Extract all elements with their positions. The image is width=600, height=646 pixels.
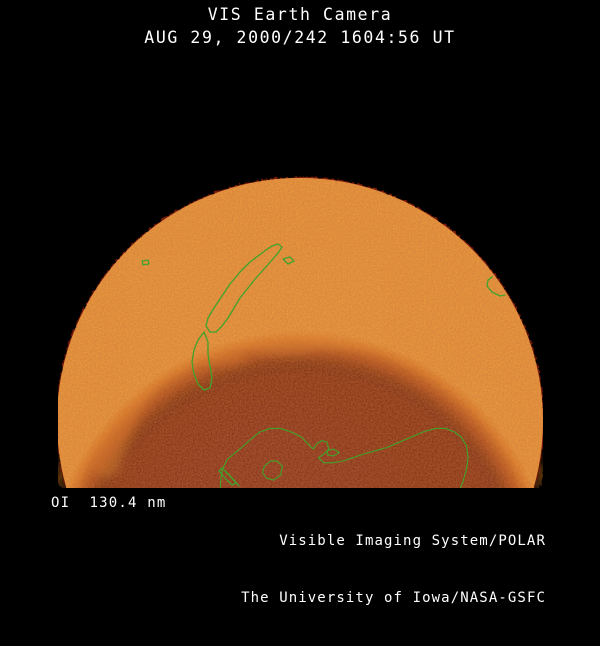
observation-datetime: AUG 29, 2000/242 1604:56 UT	[144, 28, 456, 47]
credits-affiliation: The University of Iowa/NASA-GSFC	[241, 590, 546, 606]
coastline-island-tasmania	[262, 460, 283, 481]
coastline-australia	[219, 427, 469, 488]
coastline-island-north	[205, 243, 283, 333]
wavelength-label: OI 130.4 nm	[51, 495, 167, 511]
coastline-north	[165, 104, 315, 143]
coastline-south-edge	[175, 111, 483, 165]
vis-earth-camera-screenshot: VIS Earth Camera AUG 29, 2000/242 1604:5…	[0, 3, 600, 606]
header: VIS Earth Camera AUG 29, 2000/242 1604:5…	[0, 3, 600, 49]
credits: Visible Imaging System/POLAR The Univers…	[241, 494, 546, 646]
coastline-island-small	[486, 271, 517, 297]
coastline-mark-right	[478, 227, 485, 237]
coastline-island-south	[191, 331, 213, 391]
coastline-overlay	[141, 104, 517, 488]
coastline-islet-a	[282, 256, 295, 265]
coastline-gulf	[326, 448, 340, 457]
page-title: VIS Earth Camera	[207, 5, 393, 24]
coastline-peninsula	[453, 111, 495, 127]
earth-camera-image	[58, 80, 543, 488]
coastline-islet-b	[141, 259, 150, 266]
credits-instrument: Visible Imaging System/POLAR	[279, 533, 546, 549]
coastline-sliver-2	[225, 471, 240, 487]
auroral-oval-image	[58, 80, 543, 488]
